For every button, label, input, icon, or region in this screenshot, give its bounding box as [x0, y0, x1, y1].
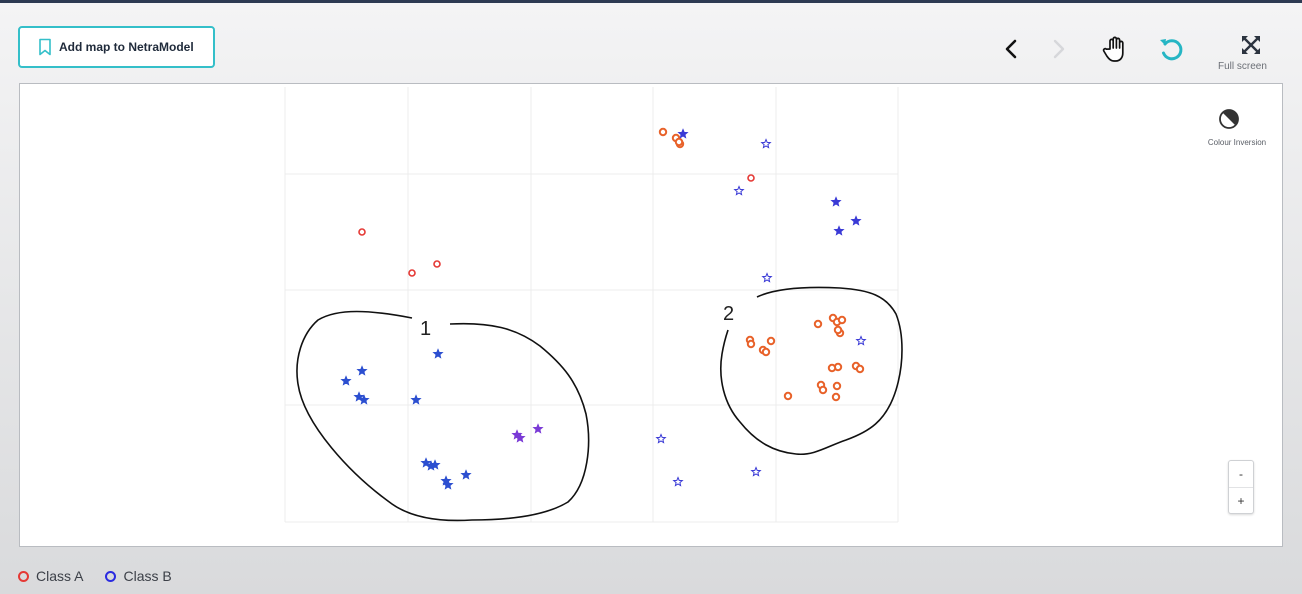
- region-1-outline: [296, 310, 590, 522]
- class-b-marker-icon: [105, 570, 117, 582]
- class-a-marker-icon: [18, 570, 29, 582]
- class-b-point: [733, 185, 745, 196]
- region-2-label: 2: [723, 303, 734, 325]
- chevron-left-icon: [1005, 39, 1017, 59]
- class-a-point: [827, 363, 837, 373]
- forward-button[interactable]: [1048, 36, 1070, 62]
- region-1-label: 1: [420, 318, 431, 340]
- map-canvas[interactable]: 1 2: [19, 83, 1283, 547]
- class-b-point: [442, 479, 454, 490]
- add-map-button[interactable]: Add map to NetraModel: [18, 26, 215, 68]
- class-a-point: [831, 392, 841, 402]
- class-a-point: [658, 127, 668, 137]
- class-a-point: [833, 325, 843, 335]
- pan-button[interactable]: [1100, 34, 1130, 64]
- top-border: [0, 0, 1302, 3]
- class-a-point: [674, 137, 684, 147]
- legend: Class A Class B: [18, 568, 172, 584]
- undo-icon: [1160, 39, 1183, 61]
- class-b-point: [514, 432, 526, 443]
- class-b-point: [420, 457, 432, 468]
- region-2-outline: [720, 286, 903, 456]
- class-a-point: [408, 269, 416, 277]
- class-a-point: [783, 391, 793, 401]
- class-b-point: [532, 423, 544, 434]
- class-a-point: [358, 228, 366, 236]
- class-a-point: [837, 315, 847, 325]
- class-b-point: [353, 391, 365, 402]
- full-screen-label: Full screen: [1218, 61, 1267, 72]
- class-b-point: [833, 225, 845, 236]
- hand-icon: [1102, 36, 1124, 62]
- class-b-points: [340, 128, 867, 490]
- bookmark-icon: [39, 38, 51, 56]
- class-a-point: [761, 347, 771, 357]
- zoom-control: - +: [1228, 460, 1254, 514]
- class-b-point: [750, 466, 762, 477]
- class-b-point: [340, 375, 352, 386]
- class-b-point: [356, 365, 368, 376]
- reset-button[interactable]: [1156, 34, 1186, 64]
- legend-label-class-a: Class A: [36, 568, 84, 584]
- expand-icon: [1242, 36, 1260, 54]
- zoom-out-button[interactable]: -: [1239, 467, 1243, 481]
- class-a-points: [358, 127, 865, 402]
- class-b-point: [429, 459, 441, 470]
- class-a-point: [818, 385, 828, 395]
- class-a-point: [813, 319, 823, 329]
- legend-item-class-b: Class B: [105, 568, 172, 584]
- add-map-label: Add map to NetraModel: [59, 40, 194, 54]
- class-b-point: [672, 476, 684, 487]
- colour-inversion-label: Colour Inversion: [1207, 138, 1267, 147]
- class-a-point: [855, 364, 865, 374]
- class-b-point: [655, 433, 667, 444]
- class-a-point: [433, 260, 441, 268]
- colour-inversion-icon[interactable]: [1218, 108, 1240, 130]
- class-b-point: [677, 128, 689, 139]
- class-b-point: [761, 272, 773, 283]
- class-b-point: [432, 348, 444, 359]
- class-a-point: [832, 381, 842, 391]
- zoom-in-button[interactable]: +: [1229, 487, 1253, 514]
- class-b-point: [830, 196, 842, 207]
- back-button[interactable]: [1000, 36, 1022, 62]
- legend-label-class-b: Class B: [123, 568, 172, 584]
- chevron-right-icon: [1053, 39, 1065, 59]
- grid: [284, 87, 899, 523]
- legend-item-class-a: Class A: [18, 568, 83, 584]
- class-b-point: [855, 335, 867, 346]
- map-plot: 1 2: [284, 87, 903, 523]
- class-b-point: [460, 469, 472, 480]
- class-a-point: [746, 339, 756, 349]
- class-b-point: [850, 215, 862, 226]
- class-b-point: [760, 138, 772, 149]
- class-b-point: [410, 394, 422, 405]
- full-screen-button[interactable]: [1240, 34, 1262, 56]
- class-b-point: [358, 394, 370, 405]
- class-a-point: [766, 336, 776, 346]
- class-a-point: [747, 174, 755, 182]
